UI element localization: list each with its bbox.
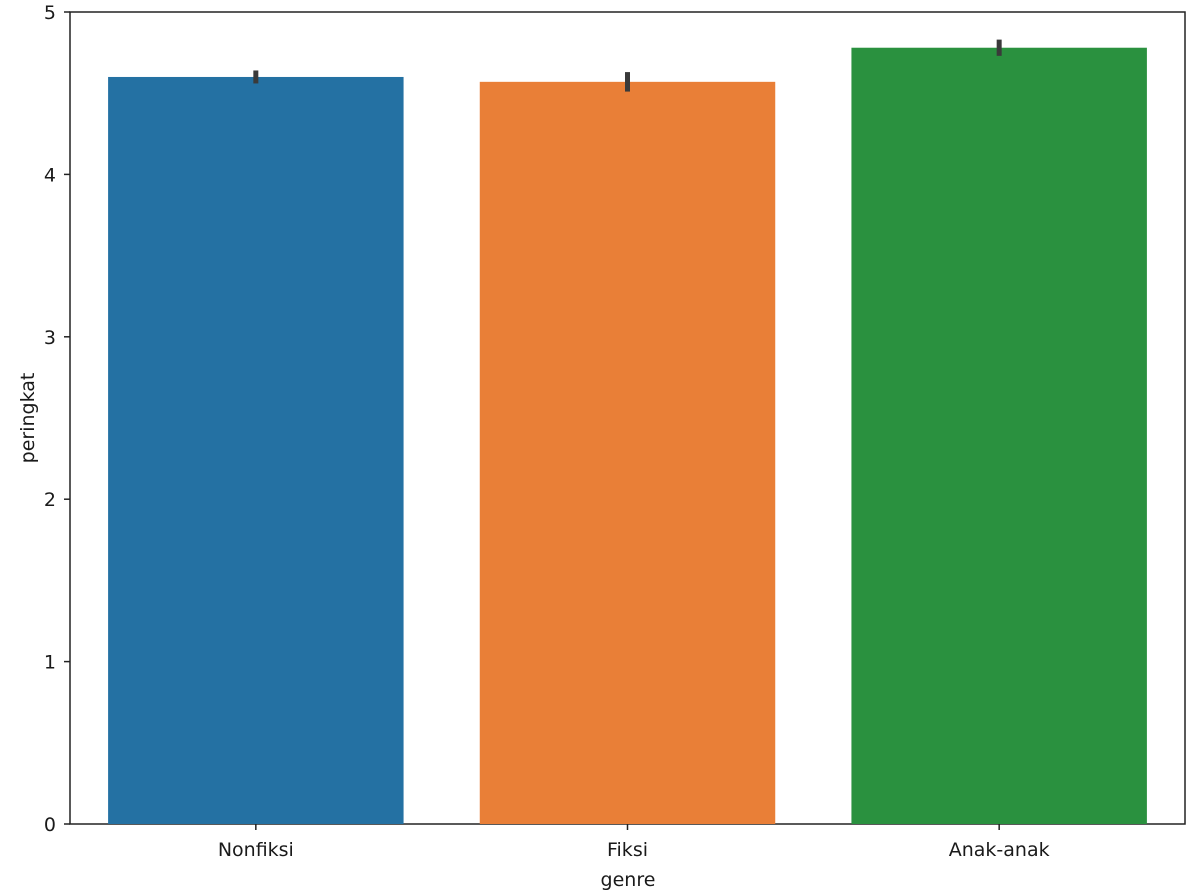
error-bar-group bbox=[253, 39, 1002, 92]
bar-anak-anak bbox=[851, 47, 1147, 824]
y-axis-label: peringkat bbox=[17, 373, 39, 464]
y-tick-label: 4 bbox=[44, 164, 56, 186]
x-tick-label: Anak-anak bbox=[949, 839, 1050, 861]
x-axis-ticks: Nonfiksi Fiksi Anak-anak bbox=[218, 824, 1050, 861]
x-axis-label: genre bbox=[601, 869, 656, 891]
y-tick-label: 3 bbox=[44, 327, 56, 349]
x-tick-label: Nonfiksi bbox=[218, 839, 294, 861]
y-tick-label: 0 bbox=[44, 814, 56, 836]
y-tick-label: 1 bbox=[44, 652, 56, 674]
bar-group bbox=[108, 47, 1147, 824]
bar-nonfiksi bbox=[108, 76, 404, 824]
x-tick-label: Fiksi bbox=[607, 839, 648, 861]
y-tick-label: 5 bbox=[44, 2, 56, 24]
y-tick-label: 2 bbox=[44, 489, 56, 511]
y-axis-ticks: 0 1 2 3 4 5 bbox=[44, 2, 70, 836]
bar-fiksi bbox=[479, 81, 776, 824]
